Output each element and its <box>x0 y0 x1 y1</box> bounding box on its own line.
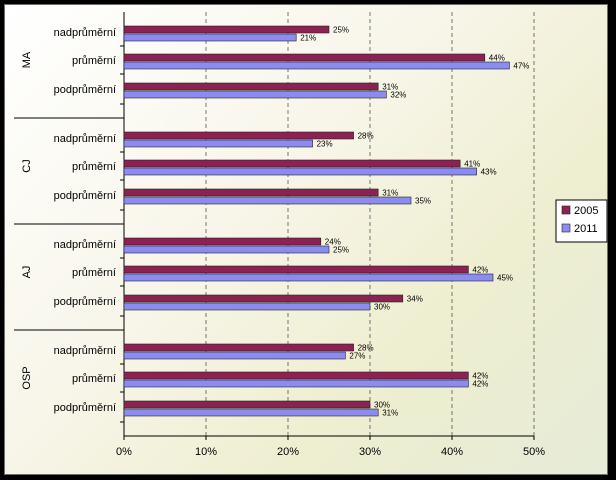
bar-2011 <box>123 196 412 205</box>
x-tick-label: 50% <box>523 446 545 458</box>
category-label: průměrní <box>72 267 116 279</box>
data-label: 42% <box>472 372 488 381</box>
category-label: podprůměrní <box>54 190 116 202</box>
group-label: MA <box>21 51 33 68</box>
bar-2011 <box>123 273 494 282</box>
category-label: podprůměrní <box>54 402 116 414</box>
group-label: CJ <box>21 159 33 172</box>
data-label: 35% <box>415 197 431 206</box>
bar-2011 <box>123 351 346 360</box>
bar-2011 <box>123 139 313 148</box>
bar-2005 <box>123 159 461 168</box>
category-label: průměrní <box>72 55 116 67</box>
data-label: 42% <box>472 266 488 275</box>
data-label: 41% <box>464 160 480 169</box>
bar-2005 <box>123 371 469 380</box>
x-tick-label: 30% <box>359 446 381 458</box>
bar-2011 <box>123 167 477 176</box>
bar-2011 <box>123 90 387 99</box>
legend-swatch-2005 <box>561 205 571 215</box>
bar-2005 <box>123 265 469 274</box>
group-label: OSP <box>21 366 33 389</box>
bar-2005 <box>123 188 379 197</box>
bar-2005 <box>123 400 371 409</box>
bar-2005 <box>123 237 322 246</box>
data-label: 23% <box>317 140 333 149</box>
category-label: nadprůměrní <box>54 345 116 357</box>
x-tick-label: 20% <box>277 446 299 458</box>
x-tick-label: 0% <box>116 446 132 458</box>
category-label: podprůměrní <box>54 296 116 308</box>
category-label: nadprůměrní <box>54 133 116 145</box>
category-label: nadprůměrní <box>54 239 116 251</box>
group-label: AJ <box>21 266 33 279</box>
bar-2005 <box>123 25 330 34</box>
bar-2011 <box>123 61 510 70</box>
data-label: 32% <box>390 91 406 100</box>
bar-2011 <box>123 408 379 417</box>
category-label: nadprůměrní <box>54 27 116 39</box>
data-label: 30% <box>374 303 390 312</box>
data-label: 47% <box>513 62 529 71</box>
bar-2011 <box>123 379 469 388</box>
data-label: 34% <box>407 295 423 304</box>
data-label: 24% <box>325 238 341 247</box>
data-label: 28% <box>358 344 374 353</box>
data-label: 25% <box>333 26 349 35</box>
data-label: 27% <box>349 352 365 361</box>
x-tick-label: 40% <box>441 446 463 458</box>
data-label: 44% <box>489 54 505 63</box>
bar-2005 <box>123 53 486 62</box>
legend-box <box>555 199 608 243</box>
data-label: 31% <box>382 189 398 198</box>
bar-2005 <box>123 294 404 303</box>
legend-label: 2005 <box>574 205 598 217</box>
data-label: 43% <box>481 168 497 177</box>
data-label: 30% <box>374 401 390 410</box>
category-label: průměrní <box>72 161 116 173</box>
legend-swatch-2011 <box>561 223 571 233</box>
data-label: 45% <box>497 274 513 283</box>
bar-2011 <box>123 302 371 311</box>
data-label: 42% <box>472 380 488 389</box>
x-tick-label: 10% <box>195 446 217 458</box>
bar-2011 <box>123 245 330 254</box>
legend-label: 2011 <box>574 223 598 235</box>
category-label: podprůměrní <box>54 84 116 96</box>
category-label: průměrní <box>72 373 116 385</box>
data-label: 28% <box>358 132 374 141</box>
data-label: 31% <box>382 409 398 418</box>
bar-2005 <box>123 343 354 352</box>
bar-2005 <box>123 82 379 91</box>
data-label: 31% <box>382 83 398 92</box>
bar-2005 <box>123 131 354 140</box>
data-label: 21% <box>300 34 316 43</box>
bar-2011 <box>123 33 297 42</box>
data-label: 25% <box>333 246 349 255</box>
